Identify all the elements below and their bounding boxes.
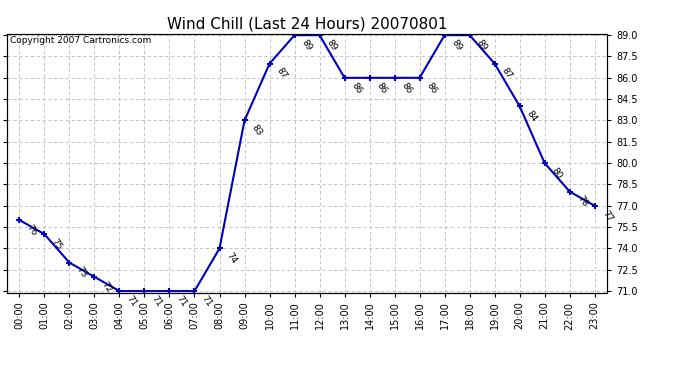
Text: 89: 89 (450, 38, 464, 52)
Text: 77: 77 (600, 209, 614, 223)
Text: 87: 87 (275, 66, 289, 81)
Text: 74: 74 (225, 251, 239, 266)
Text: 86: 86 (350, 81, 364, 95)
Text: 71: 71 (175, 294, 189, 309)
Text: 78: 78 (575, 194, 589, 209)
Text: 86: 86 (400, 81, 414, 95)
Text: 72: 72 (100, 280, 114, 294)
Text: 89: 89 (325, 38, 339, 52)
Title: Wind Chill (Last 24 Hours) 20070801: Wind Chill (Last 24 Hours) 20070801 (167, 16, 447, 31)
Text: 76: 76 (25, 223, 39, 237)
Text: 83: 83 (250, 123, 264, 138)
Text: 86: 86 (375, 81, 389, 95)
Text: 86: 86 (425, 81, 439, 95)
Text: 73: 73 (75, 266, 89, 280)
Text: 80: 80 (550, 166, 564, 180)
Text: 75: 75 (50, 237, 64, 252)
Text: 89: 89 (300, 38, 314, 52)
Text: 71: 71 (125, 294, 139, 309)
Text: Copyright 2007 Cartronics.com: Copyright 2007 Cartronics.com (10, 36, 151, 45)
Text: 71: 71 (200, 294, 214, 309)
Text: 84: 84 (525, 109, 539, 123)
Text: 87: 87 (500, 66, 514, 81)
Text: 89: 89 (475, 38, 489, 52)
Text: 71: 71 (150, 294, 164, 309)
